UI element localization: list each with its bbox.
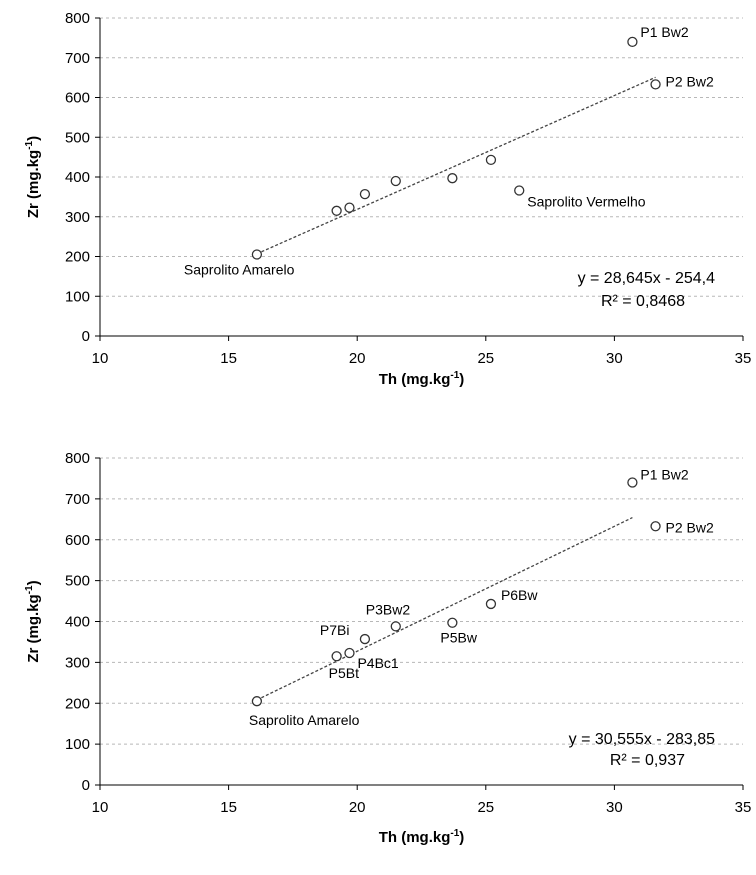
x-tick-label: 25 bbox=[477, 799, 494, 816]
point-label: P5Bw bbox=[440, 630, 477, 646]
y-tick-label: 500 bbox=[65, 129, 90, 146]
y-tick-label: 400 bbox=[65, 614, 90, 631]
scatter-chart-top: 0 100 200 300 400 500 600 700 800 10 15 20 25 30 35 Th … bbox=[24, 10, 752, 388]
data-point bbox=[514, 185, 525, 196]
y-axis-label: Zr (mg.kg-1) bbox=[24, 136, 42, 218]
data-point bbox=[485, 154, 497, 166]
point-label: Saprolito Vermelho bbox=[527, 194, 646, 210]
y-tick-label: 100 bbox=[65, 288, 90, 305]
x-tick-label: 35 bbox=[735, 350, 752, 367]
y-tick-label: 300 bbox=[65, 209, 90, 226]
point-label: P3Bw2 bbox=[366, 601, 411, 617]
x-tick-label: 30 bbox=[606, 350, 623, 367]
trendline bbox=[256, 517, 633, 701]
x-axis-label: Th (mg.kg-1) bbox=[379, 828, 465, 846]
data-point bbox=[331, 205, 342, 216]
data-point bbox=[650, 521, 661, 532]
y-tick-label: 800 bbox=[65, 10, 90, 27]
y-tick-label: 200 bbox=[65, 249, 90, 266]
r-squared-label: R² = 0,8468 bbox=[601, 293, 685, 310]
x-tick-label: 35 bbox=[735, 799, 752, 816]
x-tick-label: 20 bbox=[349, 799, 366, 816]
regression-equation: y = 30,555x - 283,85 bbox=[569, 731, 715, 748]
point-label: Saprolito Amarelo bbox=[184, 262, 295, 278]
x-tick-label: 20 bbox=[349, 350, 366, 367]
regression-equation: y = 28,645x - 254,4 bbox=[578, 270, 716, 287]
x-tick-label: 15 bbox=[220, 350, 237, 367]
y-tick-label: 500 bbox=[65, 573, 90, 590]
y-axis-label: Zr (mg.kg-1) bbox=[24, 580, 42, 662]
point-label: P2 Bw2 bbox=[666, 519, 714, 535]
x-axis-label: Th (mg.kg-1) bbox=[379, 370, 465, 388]
data-point bbox=[359, 188, 371, 200]
y-tick-label: 0 bbox=[82, 328, 90, 345]
x-tick-label: 30 bbox=[606, 799, 623, 816]
data-point bbox=[331, 651, 342, 662]
data-point bbox=[344, 202, 355, 213]
x-tick-label: 10 bbox=[92, 350, 109, 367]
data-point bbox=[650, 79, 661, 90]
r-squared-label: R² = 0,937 bbox=[610, 752, 685, 769]
x-tick-label: 25 bbox=[477, 350, 494, 367]
scatter-chart-bottom: 0 100 200 300 400 500 600 700 800 10 15 20 25 30 35 Th … bbox=[24, 450, 752, 846]
data-point bbox=[627, 477, 638, 488]
data-point bbox=[359, 633, 371, 645]
y-tick-label: 800 bbox=[65, 450, 90, 467]
point-label: P6Bw bbox=[501, 587, 538, 603]
x-tick-label: 15 bbox=[220, 799, 237, 816]
point-label: P5Bt bbox=[329, 665, 359, 681]
point-label: P7Bi bbox=[320, 622, 350, 638]
data-point bbox=[390, 621, 401, 632]
y-tick-label: 100 bbox=[65, 736, 90, 753]
y-tick-label: 400 bbox=[65, 169, 90, 186]
x-tick-label: 10 bbox=[92, 799, 109, 816]
point-label: P1 Bw2 bbox=[640, 24, 688, 40]
point-label: Saprolito Amarelo bbox=[249, 712, 360, 728]
data-point bbox=[390, 175, 401, 187]
y-tick-label: 700 bbox=[65, 491, 90, 508]
y-tick-label: 0 bbox=[82, 777, 90, 794]
data-point bbox=[447, 617, 458, 628]
data-point bbox=[485, 598, 497, 610]
point-label: P2 Bw2 bbox=[666, 73, 714, 89]
y-tick-label: 700 bbox=[65, 50, 90, 67]
data-point bbox=[251, 249, 263, 260]
data-point bbox=[251, 696, 263, 707]
point-label: P4Bc1 bbox=[357, 655, 398, 671]
data-point bbox=[344, 647, 355, 659]
y-tick-label: 600 bbox=[65, 90, 90, 107]
y-tick-label: 300 bbox=[65, 654, 90, 671]
point-label: P1 Bw2 bbox=[640, 467, 688, 483]
data-point bbox=[627, 36, 638, 47]
y-tick-label: 600 bbox=[65, 532, 90, 549]
data-point bbox=[447, 173, 458, 184]
trendline bbox=[256, 76, 656, 255]
y-tick-label: 200 bbox=[65, 695, 90, 712]
